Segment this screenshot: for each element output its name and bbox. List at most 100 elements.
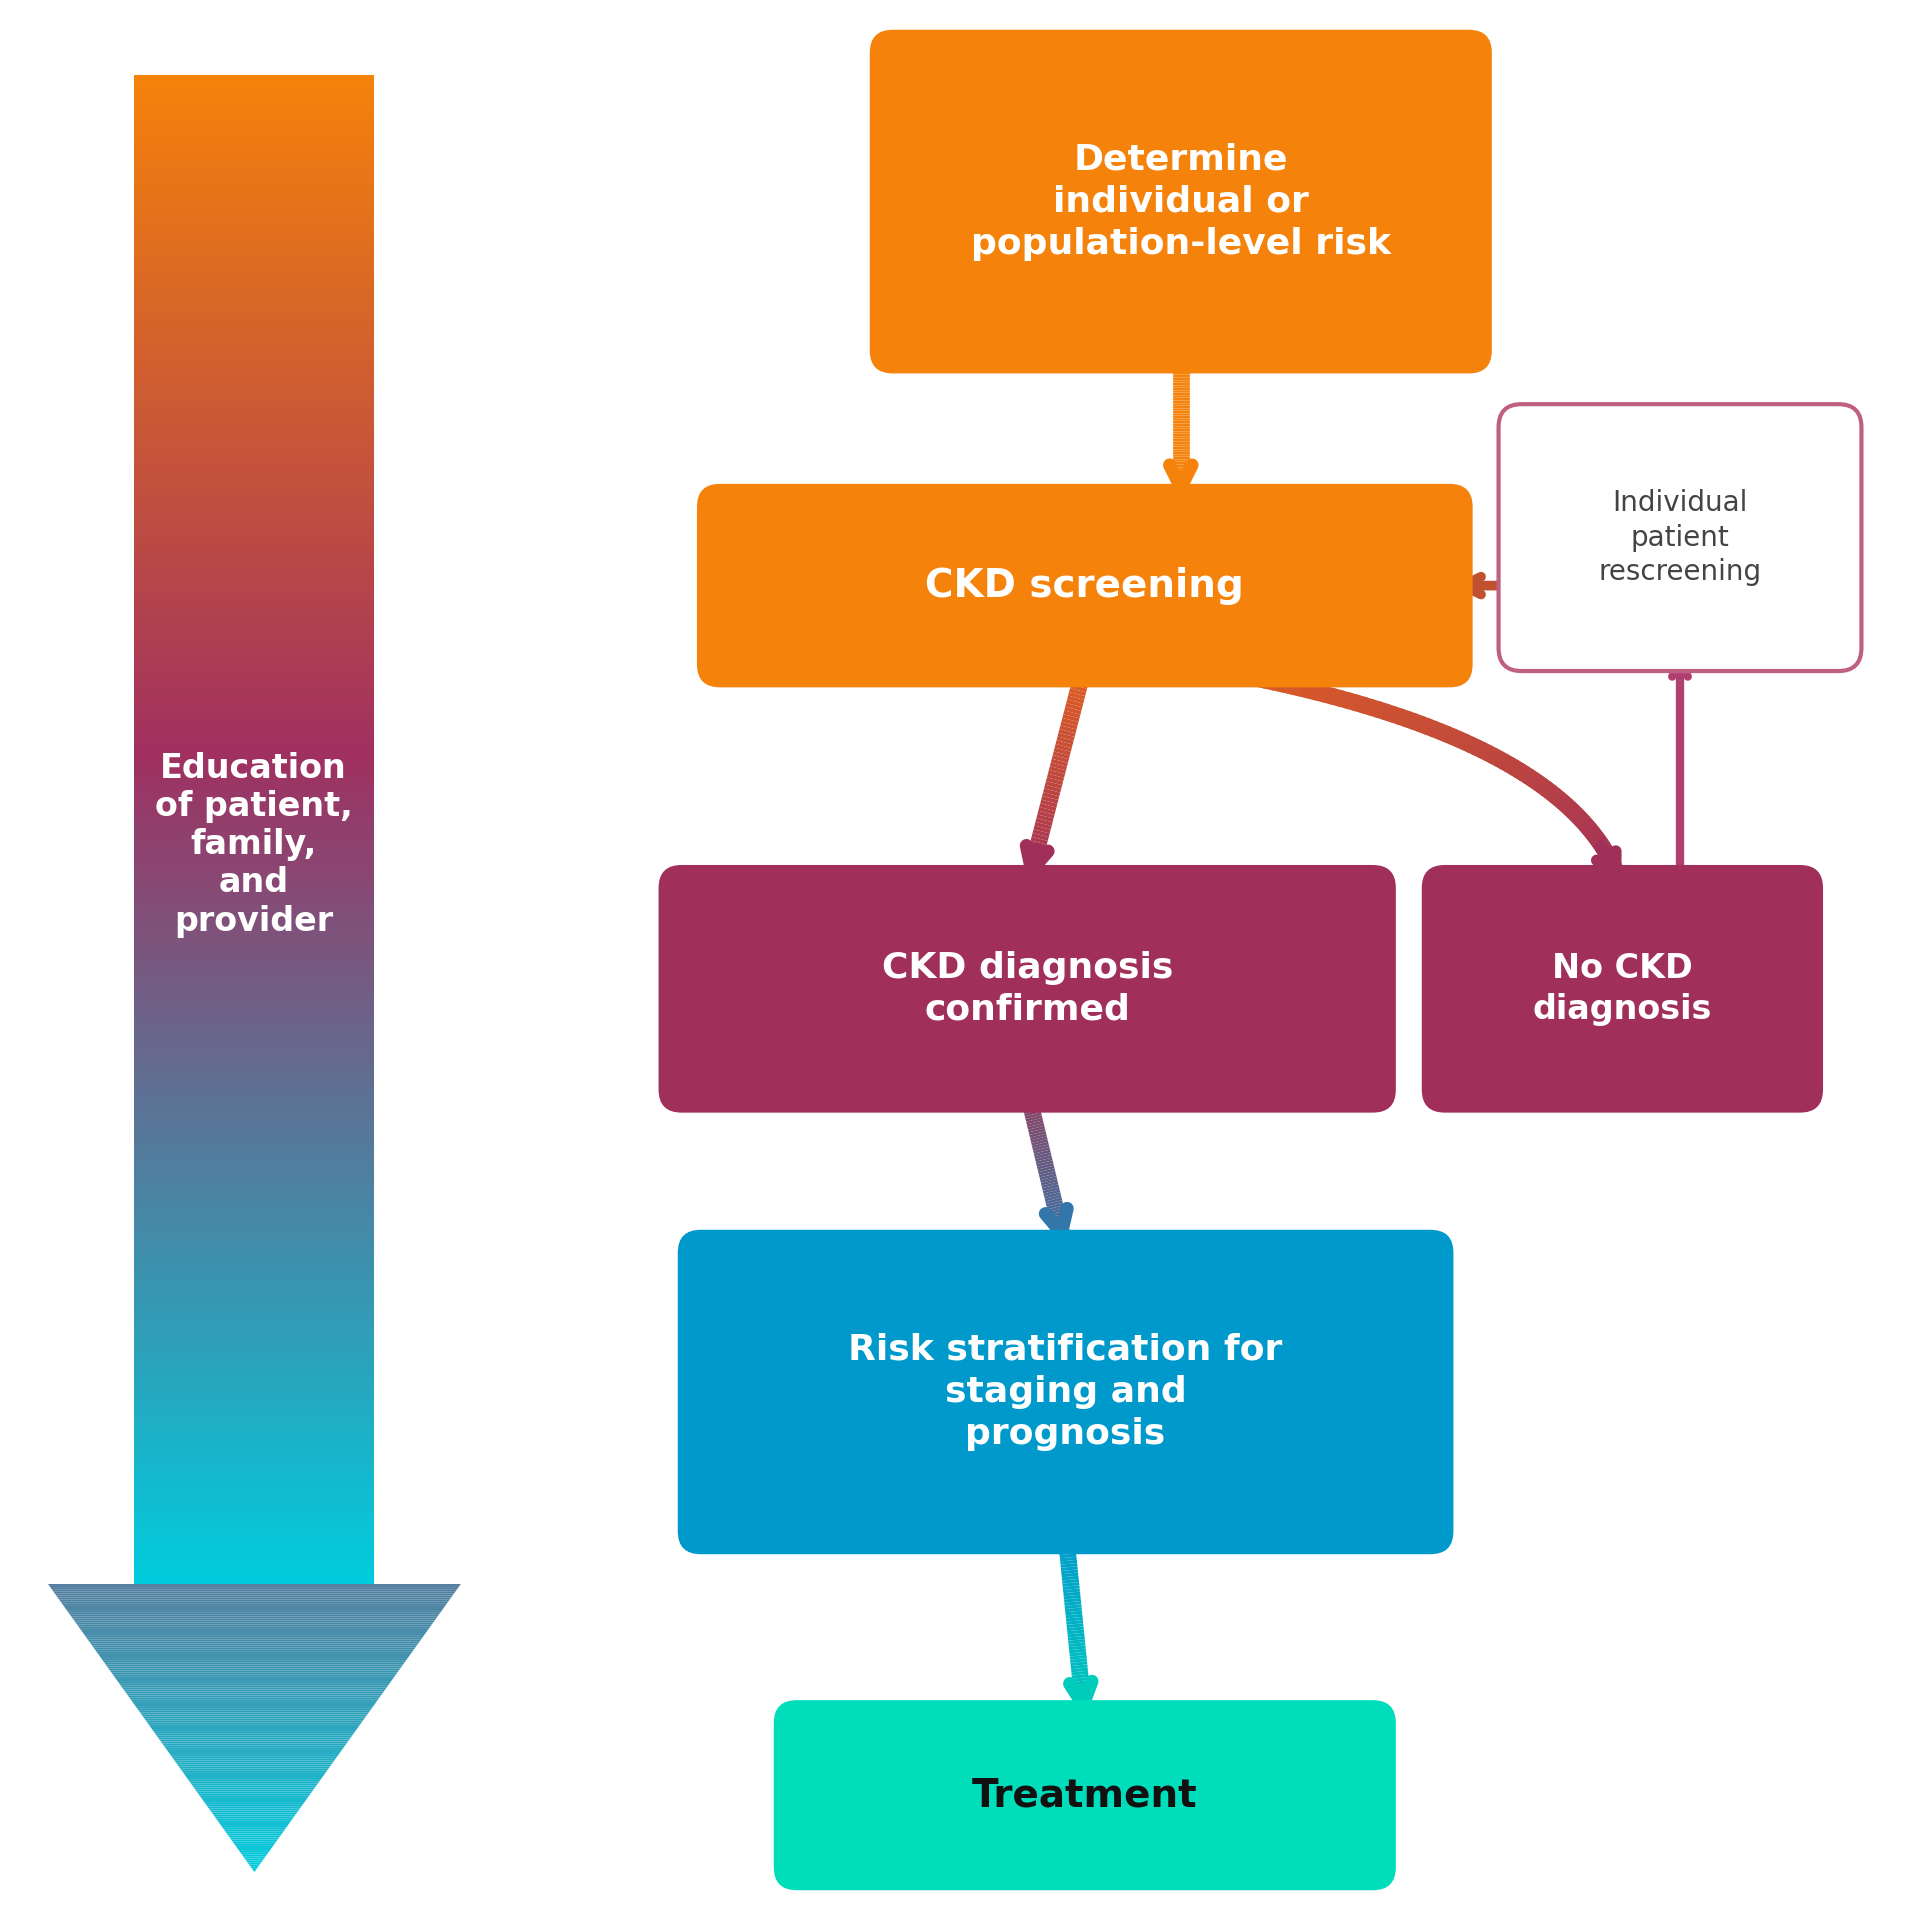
- Bar: [134, 1501, 374, 1509]
- Polygon shape: [123, 1690, 386, 1692]
- Bar: [134, 1185, 374, 1192]
- Polygon shape: [111, 1672, 397, 1674]
- Bar: [134, 1271, 374, 1277]
- Bar: [134, 818, 374, 826]
- Bar: [134, 904, 374, 910]
- Polygon shape: [198, 1793, 311, 1795]
- Polygon shape: [236, 1847, 273, 1849]
- Polygon shape: [250, 1866, 259, 1868]
- Bar: [134, 1572, 374, 1578]
- Bar: [134, 376, 374, 384]
- Bar: [134, 1340, 374, 1348]
- Bar: [134, 1060, 374, 1066]
- Bar: [134, 296, 374, 303]
- Bar: [134, 843, 374, 851]
- Bar: [134, 557, 374, 564]
- Bar: [134, 1386, 374, 1394]
- Bar: [134, 603, 374, 609]
- Bar: [134, 1306, 374, 1313]
- Polygon shape: [173, 1759, 336, 1761]
- Bar: [134, 964, 374, 972]
- Bar: [134, 1446, 374, 1453]
- Polygon shape: [205, 1805, 303, 1807]
- Polygon shape: [253, 1870, 255, 1872]
- Bar: [134, 895, 374, 900]
- Polygon shape: [86, 1638, 422, 1640]
- Polygon shape: [179, 1766, 330, 1768]
- Bar: [134, 1069, 374, 1077]
- Bar: [134, 115, 374, 123]
- Polygon shape: [109, 1668, 399, 1670]
- Bar: [134, 1417, 374, 1423]
- Bar: [134, 1156, 374, 1162]
- Bar: [134, 180, 374, 188]
- Bar: [134, 1129, 374, 1137]
- Bar: [134, 1517, 374, 1524]
- Bar: [134, 653, 374, 660]
- Bar: [134, 920, 374, 925]
- Bar: [134, 724, 374, 730]
- Bar: [134, 292, 374, 298]
- Bar: [134, 1392, 374, 1398]
- Bar: [134, 396, 374, 403]
- Bar: [134, 828, 374, 835]
- Polygon shape: [244, 1859, 265, 1860]
- Bar: [134, 346, 374, 353]
- Bar: [134, 728, 374, 735]
- Polygon shape: [96, 1651, 413, 1653]
- Bar: [134, 1576, 374, 1584]
- Bar: [134, 131, 374, 136]
- Bar: [134, 939, 374, 947]
- Polygon shape: [117, 1680, 392, 1682]
- Polygon shape: [67, 1611, 442, 1613]
- Bar: [134, 1476, 374, 1484]
- Polygon shape: [56, 1596, 453, 1597]
- Bar: [134, 1436, 374, 1444]
- Bar: [134, 140, 374, 148]
- Polygon shape: [221, 1826, 288, 1828]
- Bar: [134, 588, 374, 595]
- Polygon shape: [138, 1709, 371, 1711]
- Polygon shape: [205, 1803, 303, 1805]
- FancyBboxPatch shape: [774, 1701, 1396, 1889]
- Bar: [134, 1427, 374, 1432]
- Bar: [134, 451, 374, 459]
- Polygon shape: [234, 1845, 275, 1847]
- Bar: [134, 712, 374, 720]
- Polygon shape: [84, 1634, 424, 1636]
- Bar: [134, 1482, 374, 1488]
- Bar: [134, 125, 374, 132]
- Bar: [134, 924, 374, 931]
- Bar: [134, 960, 374, 966]
- Bar: [134, 839, 374, 845]
- Bar: [134, 90, 374, 96]
- Bar: [134, 422, 374, 428]
- Bar: [134, 461, 374, 468]
- Polygon shape: [123, 1688, 386, 1690]
- Bar: [134, 1085, 374, 1092]
- Polygon shape: [186, 1776, 323, 1778]
- Bar: [134, 407, 374, 413]
- Polygon shape: [225, 1830, 284, 1832]
- Polygon shape: [148, 1724, 361, 1726]
- Polygon shape: [188, 1780, 321, 1782]
- Bar: [134, 467, 374, 474]
- Polygon shape: [131, 1699, 378, 1701]
- Bar: [134, 1110, 374, 1117]
- Bar: [134, 553, 374, 559]
- Bar: [134, 1160, 374, 1167]
- Bar: [134, 1004, 374, 1012]
- Bar: [134, 858, 374, 866]
- Bar: [134, 150, 374, 157]
- Bar: [134, 326, 374, 332]
- Polygon shape: [113, 1674, 396, 1676]
- Bar: [134, 718, 374, 726]
- Bar: [134, 1452, 374, 1459]
- Bar: [134, 1551, 374, 1559]
- Polygon shape: [88, 1640, 420, 1642]
- Bar: [134, 541, 374, 549]
- Bar: [134, 733, 374, 739]
- Bar: [134, 1119, 374, 1127]
- Bar: [134, 255, 374, 263]
- Polygon shape: [61, 1603, 447, 1605]
